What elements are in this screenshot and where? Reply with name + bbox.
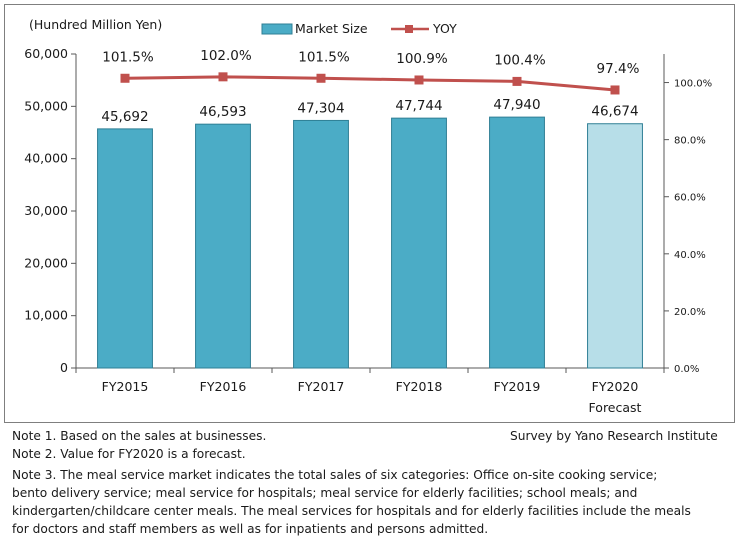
market-size-chart: (Hundred Million Yen) Market Size YOY 0 1… [24, 17, 712, 415]
legend-bar-label: Market Size [295, 21, 368, 36]
yoy-point [512, 76, 522, 86]
yoy-point [414, 75, 424, 85]
yoy-series [120, 72, 620, 95]
legend: Market Size YOY [261, 21, 457, 36]
axes: 0 10,000 20,000 30,000 40,000 50,000 60,000 0.0… [24, 46, 712, 415]
y-axis-title: (Hundred Million Yen) [29, 17, 162, 32]
yoy-line [124, 75, 616, 92]
x-tick-label: FY2016 [200, 379, 247, 394]
bar-value-label: 46,674 [591, 104, 638, 120]
note-3-line-4: for doctors and staff members as well as… [12, 522, 489, 536]
note-3-line-3: kindergarten/childcare center meals. The… [12, 504, 691, 518]
y2-tick-label: 80.0% [674, 136, 706, 147]
y-tick-label: 20,000 [24, 255, 68, 270]
y-tick-label: 40,000 [24, 151, 68, 166]
yoy-value-label: 101.5% [102, 49, 154, 65]
y-tick-label: 10,000 [24, 308, 68, 323]
bar [587, 123, 643, 369]
x-tick-label: FY2015 [102, 379, 149, 394]
bar [195, 123, 251, 369]
data-labels: 45,692 46,593 47,304 47,744 47,940 46,674 101.… [101, 48, 639, 125]
y2-tick-label: 40.0% [674, 250, 706, 261]
note-2: Note 2. Value for FY2020 is a forecast. [12, 447, 246, 461]
yoy-value-label: 100.9% [396, 51, 448, 67]
chart-frame: (Hundred Million Yen) Market Size YOY 0 1… [4, 4, 735, 423]
x-tick-label: FY2019 [494, 379, 541, 394]
bar-value-label: 45,692 [101, 109, 148, 125]
bar [391, 117, 447, 369]
yoy-point [316, 73, 326, 83]
legend-line-marker [405, 25, 413, 33]
bar-value-label: 47,744 [395, 98, 442, 114]
legend-bar-swatch [261, 23, 293, 35]
bar [97, 128, 153, 369]
note-1: Note 1. Based on the sales at businesses… [12, 429, 267, 443]
note-3-line-2: bento delivery service; meal service for… [12, 486, 638, 500]
note-3-line-1: Note 3. The meal service market indicate… [12, 468, 658, 482]
x-tick-label: FY2020 [592, 379, 639, 394]
yoy-value-label: 100.4% [494, 52, 546, 68]
source-credit: Survey by Yano Research Institute [510, 429, 718, 443]
x-tick-label: FY2018 [396, 379, 443, 394]
x-tick-sublabel: Forecast [589, 400, 642, 415]
bar [489, 116, 545, 369]
y-tick-label: 0 [60, 360, 68, 375]
yoy-value-label: 102.0% [200, 48, 252, 64]
y-tick-label: 50,000 [24, 98, 68, 113]
bar [293, 119, 349, 369]
bar-value-label: 47,940 [493, 97, 540, 113]
y-tick-label: 60,000 [24, 46, 68, 61]
legend-line-label: YOY [432, 21, 457, 36]
yoy-point [120, 73, 130, 83]
yoy-point [610, 85, 620, 95]
yoy-value-label: 101.5% [298, 49, 350, 65]
y2-tick-label: 100.0% [674, 79, 712, 90]
y-tick-label: 30,000 [24, 203, 68, 218]
bar-series [97, 116, 643, 369]
yoy-point [218, 72, 228, 82]
y2-tick-label: 0.0% [674, 364, 699, 375]
bar-value-label: 46,593 [199, 104, 246, 120]
x-tick-label: FY2017 [298, 379, 345, 394]
yoy-value-label: 97.4% [597, 61, 640, 77]
bar-value-label: 47,304 [297, 100, 344, 116]
y2-tick-label: 20.0% [674, 307, 706, 318]
y2-tick-label: 60.0% [674, 193, 706, 204]
